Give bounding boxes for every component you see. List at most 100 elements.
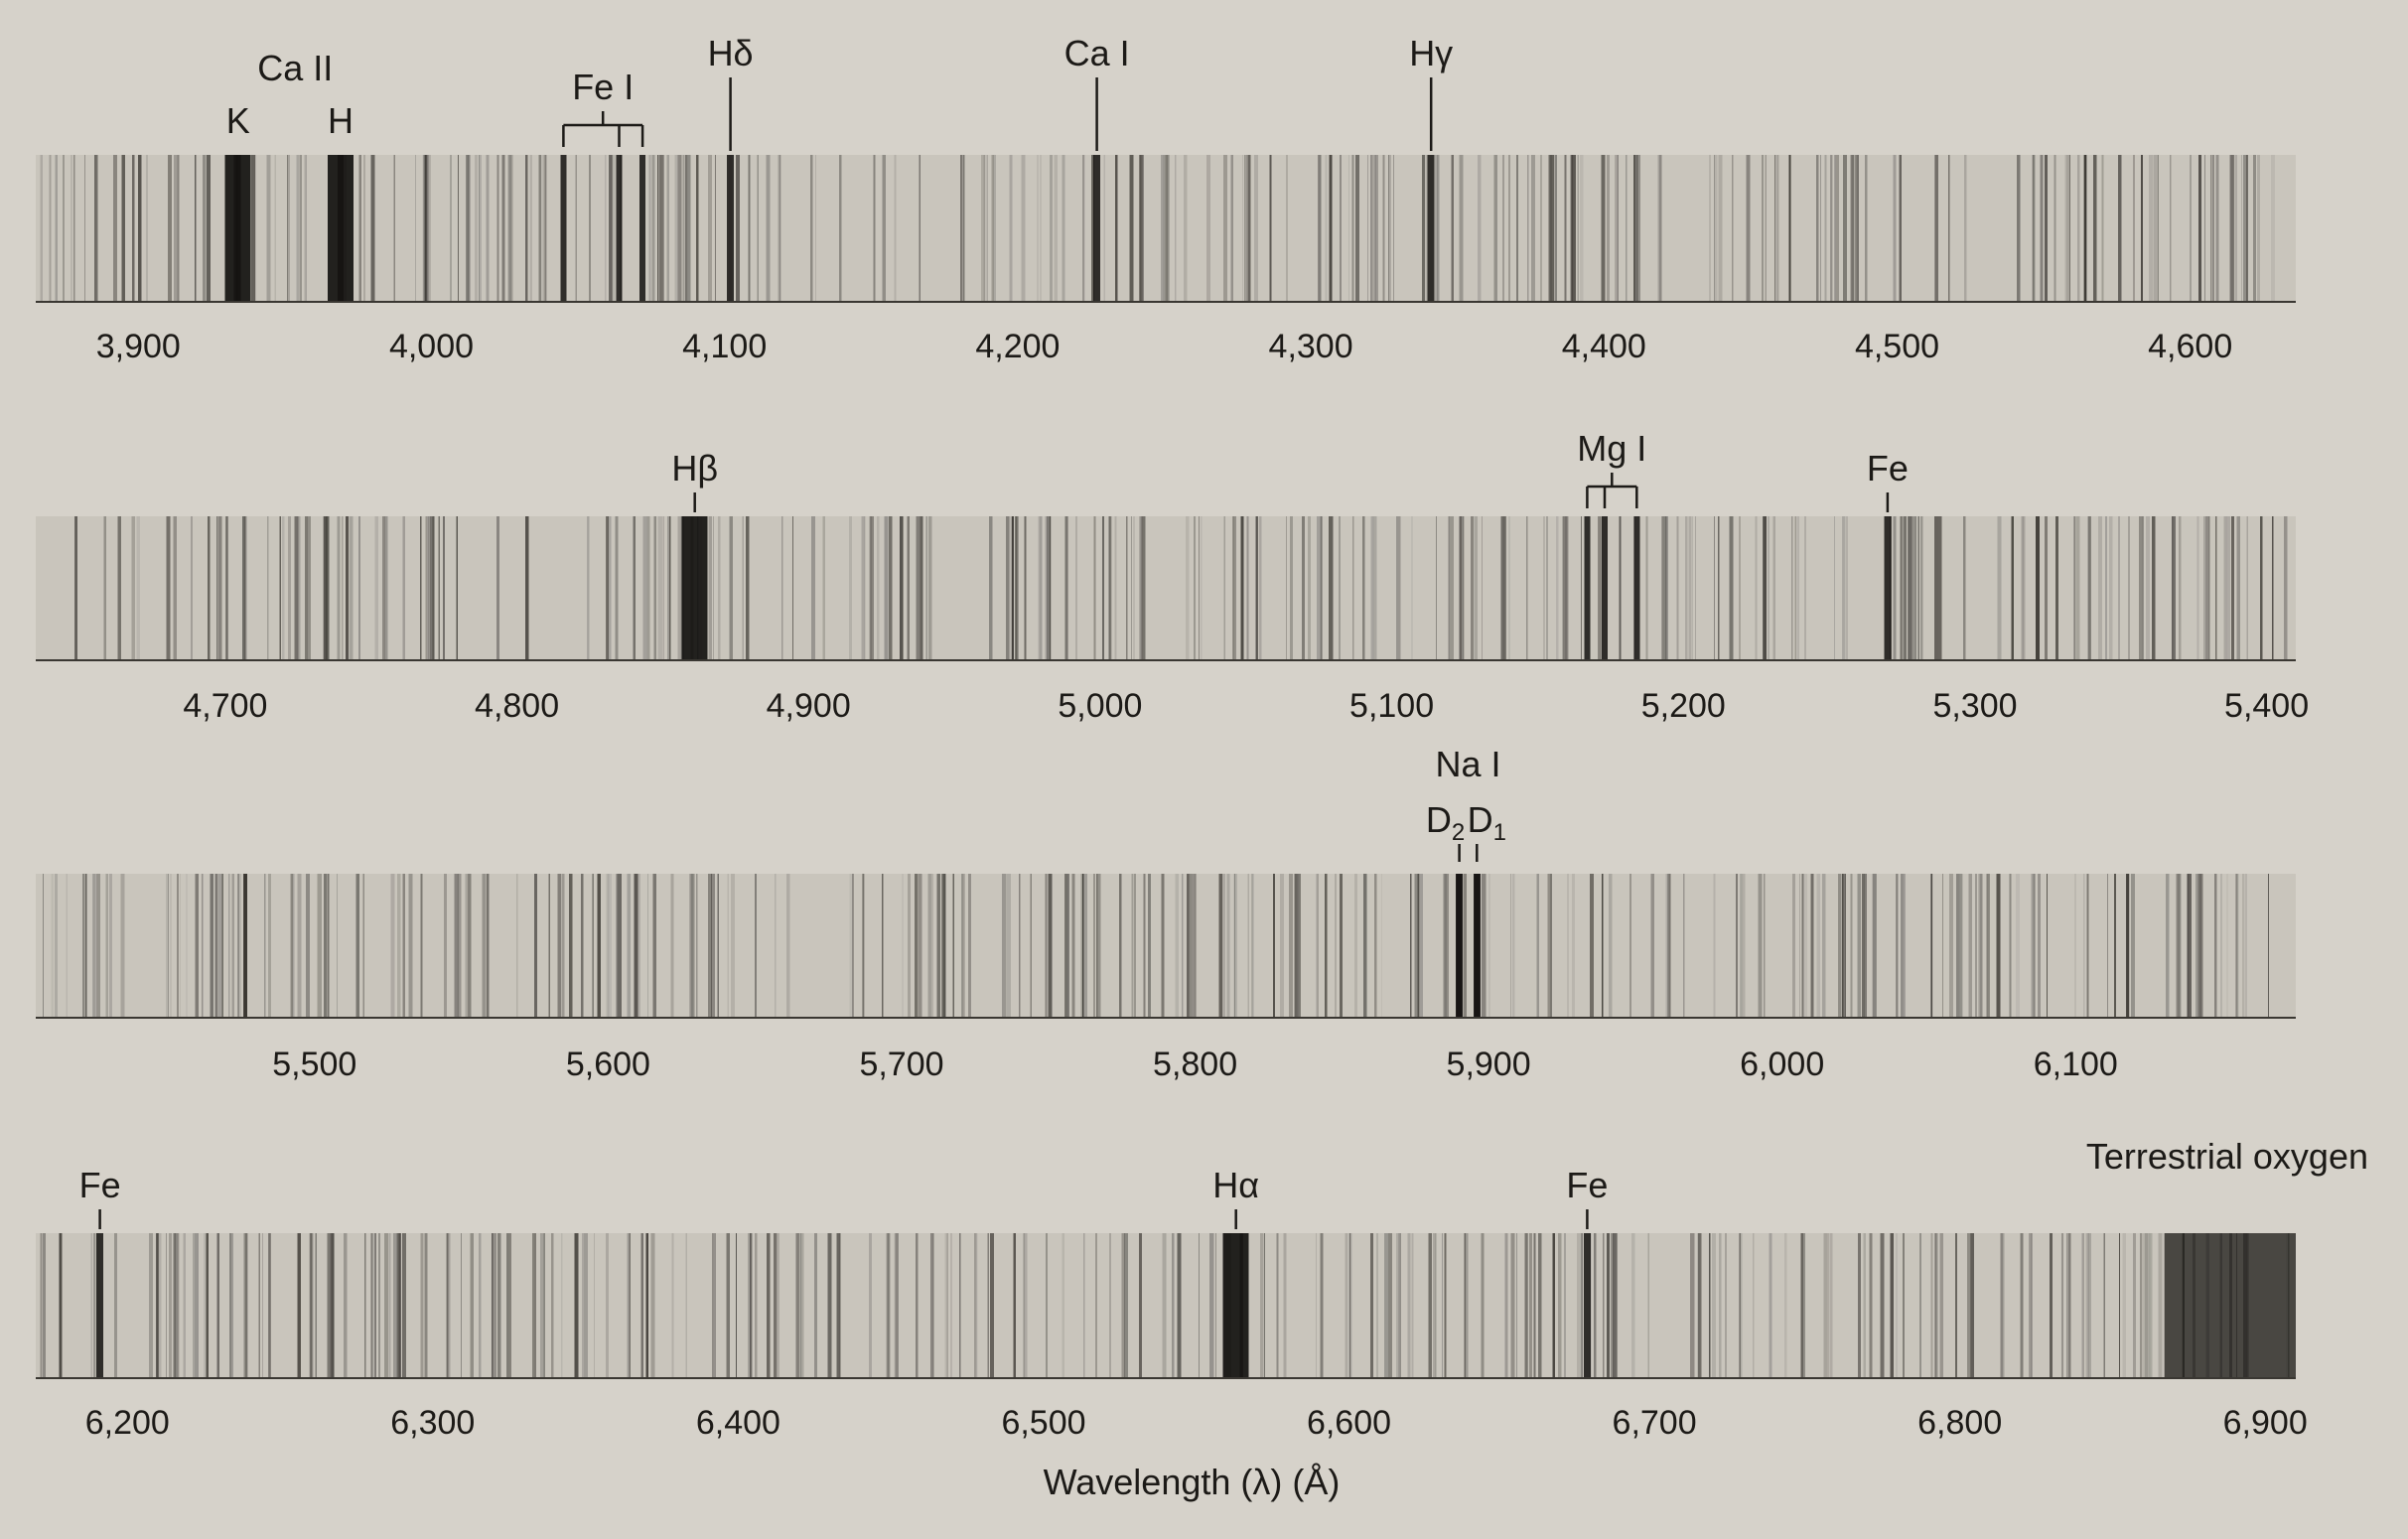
absorption-line	[1739, 1233, 1743, 1378]
absorption-line	[1955, 874, 1960, 1018]
absorption-line	[1096, 874, 1098, 1018]
absorption-line	[1683, 874, 1685, 1018]
absorption-line	[2187, 874, 2190, 1018]
absorption-line	[1717, 516, 1720, 660]
absorption-line	[2166, 874, 2170, 1018]
absorption-line	[1006, 516, 1010, 660]
absorption-line	[1482, 874, 1487, 1018]
absorption-line	[1131, 874, 1134, 1018]
absorption-line	[467, 155, 471, 302]
tick-label: 6,000	[1740, 1046, 1824, 1083]
absorption-line	[2214, 516, 2217, 660]
absorption-line	[1139, 516, 1143, 660]
absorption-line	[281, 516, 285, 660]
absorption-line	[1697, 1233, 1702, 1378]
absorption-line	[1869, 1233, 1873, 1378]
absorption-line	[1515, 1233, 1518, 1378]
absorption-line	[1933, 1233, 1936, 1378]
absorption-line	[496, 516, 499, 660]
absorption-line	[862, 874, 865, 1018]
absorption-line	[179, 874, 181, 1018]
absorption-line	[402, 874, 406, 1018]
absorption-line	[177, 874, 180, 1018]
absorption-line	[650, 1233, 655, 1378]
absorption-line	[496, 155, 499, 302]
absorption-line	[715, 155, 717, 302]
absorption-line	[1355, 155, 1359, 302]
absorption-line	[384, 516, 388, 660]
absorption-line	[509, 155, 513, 302]
absorption-line	[1082, 874, 1087, 1018]
absorption-line	[51, 874, 54, 1018]
absorption-line	[93, 155, 98, 302]
absorption-line	[1411, 1233, 1414, 1378]
absorption-line	[987, 1233, 990, 1378]
absorption-line	[568, 874, 573, 1018]
absorption-line	[2133, 1233, 2136, 1378]
tick-label: 4,900	[767, 687, 851, 725]
absorption-line	[1421, 155, 1426, 302]
absorption-line	[726, 1233, 730, 1378]
absorption-line	[1570, 155, 1572, 302]
absorption-line	[748, 1233, 752, 1378]
absorption-line	[1830, 155, 1833, 302]
absorption-line	[2142, 1233, 2144, 1378]
absorption-line	[218, 874, 222, 1018]
absorption-line	[1500, 516, 1505, 660]
absorption-line	[2105, 516, 2107, 660]
absorption-line	[1731, 155, 1734, 302]
absorption-line	[1501, 155, 1505, 302]
absorption-line	[250, 155, 255, 302]
tick-labels-3: 5,500 5,600 5,700 5,800 5,900 6,000 6,100	[272, 1046, 2118, 1083]
absorption-line	[895, 1233, 900, 1378]
absorption-line	[287, 155, 290, 302]
absorption-line	[551, 1233, 554, 1378]
absorption-line	[420, 1233, 424, 1378]
absorption-line	[582, 1233, 584, 1378]
absorption-line	[1040, 155, 1042, 302]
absorption-line	[336, 874, 338, 1018]
absorption-line	[900, 516, 903, 660]
absorption-line	[708, 874, 713, 1018]
absorption-line	[1276, 1233, 1279, 1378]
absorption-line	[1459, 516, 1462, 660]
absorption-line	[1645, 516, 1648, 660]
absorption-line	[1788, 155, 1791, 302]
absorption-line	[1083, 155, 1085, 302]
absorption-line	[202, 155, 207, 302]
absorption-line	[1890, 1233, 1895, 1378]
absorption-line	[1934, 155, 1938, 302]
absorption-line	[1436, 516, 1437, 660]
absorption-line	[1593, 1233, 1597, 1378]
absorption-line	[983, 155, 986, 302]
absorption-line	[1369, 1233, 1374, 1378]
absorption-line	[166, 1233, 167, 1378]
absorption-line	[96, 874, 101, 1018]
absorption-line	[1433, 1233, 1435, 1378]
absorption-line	[2118, 516, 2120, 660]
strong-absorption-line	[96, 1233, 104, 1378]
absorption-line	[1796, 516, 1799, 660]
absorption-line	[1858, 1233, 1861, 1378]
absorption-line	[640, 1233, 644, 1378]
absorption-line	[1186, 516, 1190, 660]
absorption-line	[1065, 874, 1069, 1018]
absorption-line	[1801, 874, 1804, 1018]
absorption-line	[870, 516, 875, 660]
absorption-line	[374, 516, 378, 660]
absorption-line	[1963, 516, 1966, 660]
absorption-line	[228, 874, 230, 1018]
absorption-line	[908, 874, 911, 1018]
absorption-line	[1030, 874, 1032, 1018]
absorption-line	[2140, 1233, 2142, 1378]
absorption-line	[216, 1233, 220, 1378]
absorption-line	[1504, 1233, 1508, 1378]
absorption-line	[1481, 516, 1483, 660]
absorption-line	[1864, 874, 1867, 1018]
absorption-line	[1097, 874, 1101, 1018]
absorption-line	[607, 516, 612, 660]
absorption-line	[1414, 874, 1418, 1018]
absorption-line	[1188, 874, 1193, 1018]
absorption-line	[524, 516, 529, 660]
